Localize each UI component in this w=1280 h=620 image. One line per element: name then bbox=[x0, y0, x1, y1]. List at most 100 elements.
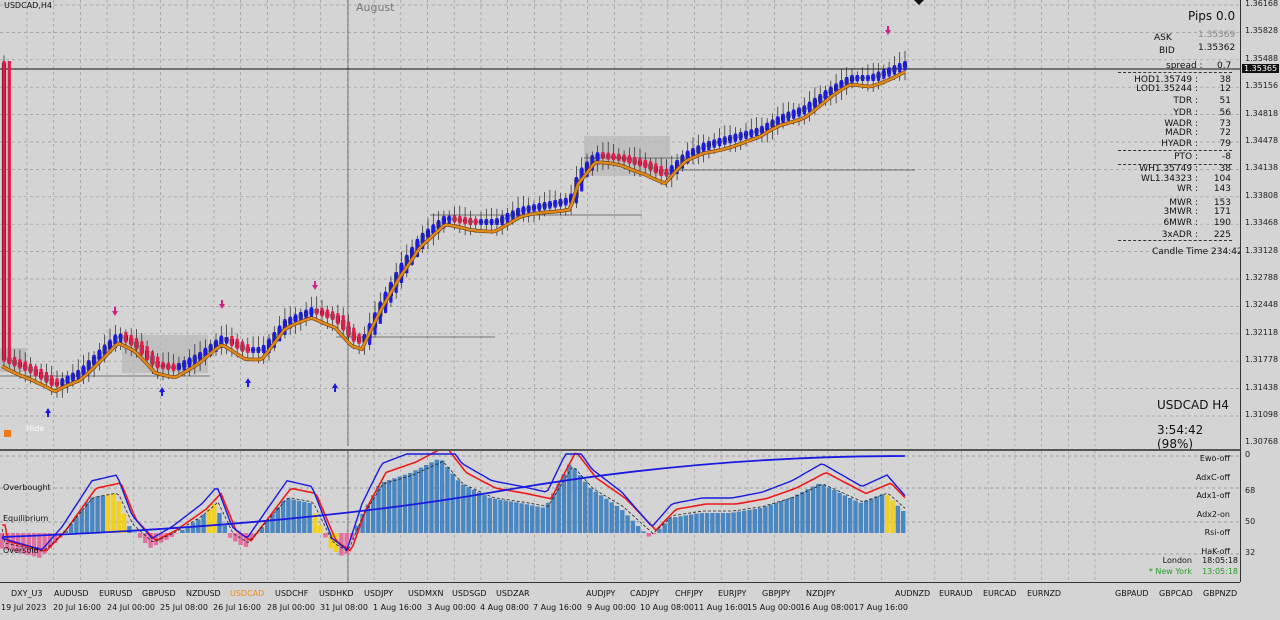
symbol-button-usdhkd[interactable]: USDHKD bbox=[319, 589, 354, 598]
symbol-button-usdchf[interactable]: USDCHF bbox=[275, 589, 308, 598]
bear-bar bbox=[29, 364, 32, 374]
hide-toggle-icon[interactable] bbox=[4, 430, 11, 437]
histogram-bar bbox=[678, 516, 682, 533]
info-row-label: WH1.35749 : bbox=[1130, 164, 1198, 174]
bear-bar bbox=[34, 366, 37, 376]
symbol-button-audusd[interactable]: AUDUSD bbox=[54, 589, 89, 598]
bear-bar bbox=[156, 357, 159, 369]
info-row-value: 79 bbox=[1200, 139, 1231, 149]
symbol-button-eurcad[interactable]: EURCAD bbox=[983, 589, 1016, 598]
price-tick-label: 1.31778 bbox=[1245, 355, 1278, 364]
symbol-button-usdjpy[interactable]: USDJPY bbox=[364, 589, 393, 598]
bull-bar bbox=[183, 360, 186, 370]
symbol-button-gbpjpy[interactable]: GBPJPY bbox=[762, 589, 790, 598]
symbol-button-gbpcad[interactable]: GBPCAD bbox=[1159, 589, 1193, 598]
symbol-button-gbpaud[interactable]: GBPAUD bbox=[1115, 589, 1149, 598]
bear-bar bbox=[315, 308, 318, 314]
price-tick-label: 1.31098 bbox=[1245, 410, 1278, 419]
symbol-button-nzdusd[interactable]: NZDUSD bbox=[186, 589, 221, 598]
histogram-bar bbox=[694, 514, 698, 533]
symbol-button-chfjpy[interactable]: CHFJPY bbox=[675, 589, 703, 598]
price-chart-canvas[interactable] bbox=[0, 0, 1240, 446]
histogram-bar bbox=[716, 513, 720, 533]
symbol-button-usdzar[interactable]: USDZAR bbox=[496, 589, 530, 598]
histogram-bar bbox=[461, 485, 465, 533]
info-row-label: 3MWR : bbox=[1130, 207, 1198, 217]
symbol-button-cadjpy[interactable]: CADJPY bbox=[630, 589, 659, 598]
histogram-bar bbox=[456, 480, 460, 533]
symbol-button-usdmxn[interactable]: USDMXN bbox=[408, 589, 443, 598]
symbol-button-audjpy[interactable]: AUDJPY bbox=[586, 589, 615, 598]
bull-bar bbox=[548, 201, 551, 209]
bull-bar bbox=[744, 131, 747, 139]
histogram-bar bbox=[647, 533, 651, 537]
main-chart[interactable]: USDCAD,H4 August Pips 0.0 ASK 1.35369 BI… bbox=[0, 0, 1240, 446]
histogram-bar bbox=[281, 501, 285, 533]
time-axis: DXY_U3 AUDUSD EURUSD GBPUSD NZDUSD USDCAD USDC… bbox=[0, 582, 1240, 620]
symbol-button-usdsgd[interactable]: USDSGD bbox=[452, 589, 487, 598]
price-tick-label: 1.33808 bbox=[1245, 191, 1278, 200]
histogram-bar bbox=[673, 517, 677, 533]
bear-bar bbox=[18, 359, 21, 368]
bid-value: 1.35362 bbox=[1198, 43, 1235, 53]
bull-bar bbox=[225, 337, 228, 343]
indicator-toggle[interactable]: Adx1-off bbox=[1170, 491, 1230, 500]
bull-bar bbox=[188, 357, 191, 367]
indicator-toggle[interactable]: Rsi-off bbox=[1170, 528, 1230, 537]
symbol-button-audnzd[interactable]: AUDNZD bbox=[895, 589, 930, 598]
bear-bar bbox=[241, 342, 244, 352]
symbol-button-eurnzd[interactable]: EURNZD bbox=[1027, 589, 1061, 598]
symbol-button-euraud[interactable]: EURAUD bbox=[939, 589, 973, 598]
info-row-label: 6MWR : bbox=[1130, 218, 1198, 228]
session-name: London bbox=[1120, 556, 1192, 565]
info-row-value: 190 bbox=[1200, 218, 1231, 228]
symbol-button-usdcad[interactable]: USDCAD bbox=[230, 589, 264, 598]
bull-bar bbox=[792, 110, 795, 119]
bear-bar bbox=[45, 372, 48, 383]
symbol-button-gbpnzd[interactable]: GBPNZD bbox=[1203, 589, 1237, 598]
buy-arrow-icon bbox=[245, 378, 251, 387]
histogram-bar bbox=[403, 475, 407, 533]
bear-bar bbox=[50, 375, 53, 386]
info-row-label: 3xADR : bbox=[1130, 230, 1198, 240]
info-row-value: -8 bbox=[1200, 152, 1231, 162]
symbol-button-eurjpy[interactable]: EURJPY bbox=[718, 589, 746, 598]
indicator-toggle[interactable]: Ewo-off bbox=[1170, 454, 1230, 463]
symbol-button-nzdjpy[interactable]: NZDJPY bbox=[806, 589, 836, 598]
bull-bar bbox=[898, 63, 901, 72]
bear-bar bbox=[453, 215, 456, 222]
histogram-bar bbox=[493, 499, 497, 533]
histogram-bar bbox=[557, 484, 561, 533]
indicator-toggle[interactable]: HaK-off bbox=[1170, 547, 1230, 556]
bull-bar bbox=[532, 204, 535, 212]
histogram-bar bbox=[896, 506, 900, 533]
date-label: 20 Jul 16:00 bbox=[53, 603, 101, 612]
bear-bar bbox=[638, 158, 641, 166]
histogram-bar bbox=[191, 523, 195, 533]
histogram-bar bbox=[588, 488, 592, 533]
indicator-canvas[interactable] bbox=[0, 451, 1240, 584]
histogram-bar bbox=[636, 526, 640, 533]
symbol-button-dxy_u3[interactable]: DXY_U3 bbox=[11, 589, 42, 598]
info-row-label: PTO : bbox=[1130, 152, 1198, 162]
bear-bar bbox=[628, 155, 631, 163]
histogram-bar bbox=[535, 506, 539, 533]
price-tick-label: 1.35488 bbox=[1245, 54, 1278, 63]
indicator-toggle[interactable]: AdxC-off bbox=[1170, 473, 1230, 482]
histogram-bar bbox=[610, 502, 614, 533]
symbol-button-eurusd[interactable]: EURUSD bbox=[99, 589, 133, 598]
info-separator bbox=[1118, 164, 1232, 165]
bear-bar bbox=[13, 357, 16, 366]
histogram-bar bbox=[106, 494, 110, 533]
bull-bar bbox=[723, 136, 726, 144]
bull-bar bbox=[713, 139, 716, 147]
indicator-toggle[interactable]: Adx2-on bbox=[1170, 510, 1230, 519]
bear-bar bbox=[236, 339, 239, 349]
histogram-bar bbox=[498, 500, 502, 533]
symbol-button-gbpusd[interactable]: GBPUSD bbox=[142, 589, 176, 598]
bear-bar bbox=[167, 363, 170, 370]
hide-button[interactable]: Hide bbox=[26, 424, 44, 433]
histogram-bar bbox=[440, 460, 444, 533]
